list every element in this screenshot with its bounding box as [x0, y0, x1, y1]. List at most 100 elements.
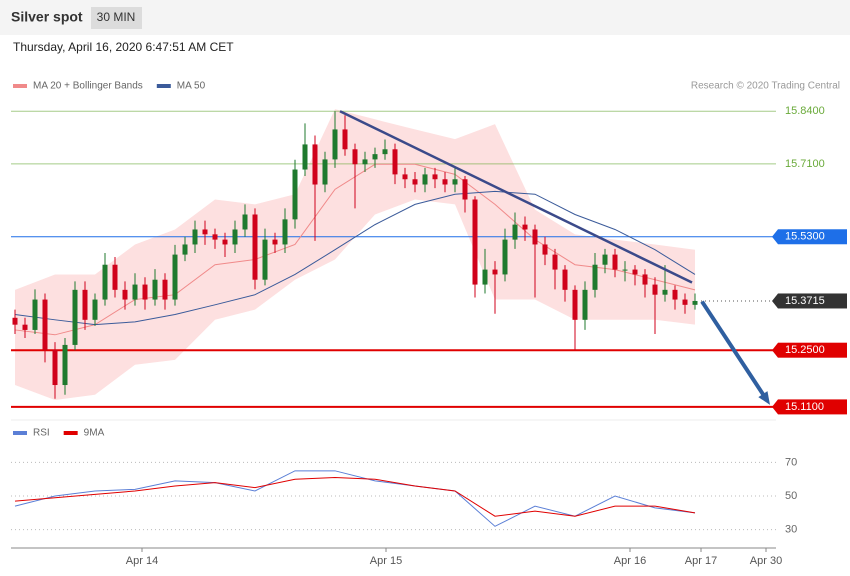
candle-body — [272, 239, 278, 245]
candle-body — [32, 299, 38, 330]
candle-body — [602, 254, 608, 265]
candle-body — [572, 289, 578, 320]
candle-body — [142, 284, 148, 300]
candle-body — [372, 154, 378, 160]
candle-body — [492, 269, 498, 275]
candle-body — [52, 349, 58, 386]
candle-body — [312, 144, 318, 185]
level-label: 15.8400 — [785, 105, 825, 117]
candle-body — [552, 254, 558, 270]
legend-label: MA 50 — [177, 81, 206, 92]
x-tick-label: Apr 14 — [126, 555, 158, 567]
legend-label: RSI — [33, 428, 50, 439]
candle-body — [362, 159, 368, 165]
candle-body — [332, 129, 338, 160]
forecast-arrow-head — [758, 391, 770, 405]
rsi-line — [14, 477, 696, 517]
x-tick-label: Apr 16 — [614, 555, 646, 567]
candle-body — [192, 229, 198, 245]
candle-body — [102, 264, 108, 300]
candle-body — [472, 199, 478, 285]
level-label: 15.2500 — [785, 344, 825, 356]
chart-title: Silver spot — [11, 9, 83, 25]
x-tick-label: Apr 30 — [750, 555, 782, 567]
trendline — [339, 110, 693, 284]
timeframe-box[interactable] — [91, 7, 142, 29]
candle-body — [422, 174, 428, 185]
level-label-bg — [778, 229, 847, 245]
candle-body — [122, 289, 128, 300]
candle-body — [382, 149, 388, 155]
candle-body — [512, 224, 518, 240]
candle-body — [342, 129, 348, 150]
candle-body — [672, 289, 678, 300]
level-label-tip — [772, 229, 778, 245]
candle-body — [442, 179, 448, 185]
candle-body — [42, 299, 48, 350]
candle-body — [582, 289, 588, 320]
legend-label: 9MA — [84, 428, 105, 439]
source: Research © 2020 Trading Central — [691, 81, 840, 92]
rsi-tick-label: 30 — [785, 524, 797, 536]
level-label: 15.5300 — [785, 231, 825, 243]
candle-body — [322, 159, 328, 185]
candle-body — [532, 229, 538, 245]
candle-body — [522, 224, 528, 230]
candle-body — [402, 174, 408, 180]
candle-body — [152, 279, 158, 300]
candle-body — [202, 229, 208, 235]
candle-body — [292, 169, 298, 220]
candle-body — [112, 264, 118, 290]
candle-body — [172, 254, 178, 300]
candle-body — [452, 179, 458, 185]
candle-body — [222, 239, 228, 245]
rsi-line — [14, 470, 696, 527]
candle-body — [232, 229, 238, 245]
candle-body — [642, 274, 648, 285]
candle-body — [12, 317, 18, 325]
candle-body — [252, 214, 258, 280]
level-label: 15.3715 — [785, 295, 825, 307]
candle-body — [72, 289, 78, 345]
candle-body — [592, 264, 598, 290]
bollinger-band — [15, 109, 695, 401]
candle-body — [462, 179, 468, 200]
candle-body — [392, 149, 398, 175]
level-label: 15.1100 — [785, 401, 824, 413]
candle-body — [62, 344, 68, 386]
legend-swatch — [13, 431, 27, 435]
level-label-bg — [778, 399, 847, 415]
candle-body — [212, 234, 218, 240]
candle-body — [692, 300, 698, 305]
candle-body — [22, 324, 28, 330]
candle-body — [432, 174, 438, 180]
candle-body — [502, 239, 508, 275]
candle-body — [612, 254, 618, 270]
level-label-tip — [772, 399, 778, 415]
timeframe[interactable]: 30 MIN — [97, 10, 136, 24]
forecast-arrow — [700, 300, 768, 400]
legend-label: MA 20 + Bollinger Bands — [33, 81, 143, 92]
level-label-tip — [772, 293, 778, 309]
candle-body — [302, 144, 308, 170]
rsi-tick-label: 70 — [785, 456, 797, 468]
candle-body — [352, 149, 358, 165]
x-tick-label: Apr 17 — [685, 555, 717, 567]
x-tick-label: Apr 15 — [370, 555, 402, 567]
candle-body — [282, 219, 288, 245]
moving-average — [14, 190, 696, 326]
candle-body — [182, 244, 188, 255]
candle-body — [412, 179, 418, 185]
candle-body — [162, 279, 168, 300]
legend-swatch — [156, 84, 171, 88]
candle-body — [632, 269, 638, 275]
level-label: 15.7100 — [785, 158, 825, 170]
level-label-bg — [778, 342, 847, 358]
candle-body — [242, 214, 248, 230]
candle-body — [662, 289, 668, 295]
candle-body — [132, 284, 138, 300]
candle-body — [542, 244, 548, 255]
candle-body — [622, 269, 628, 271]
